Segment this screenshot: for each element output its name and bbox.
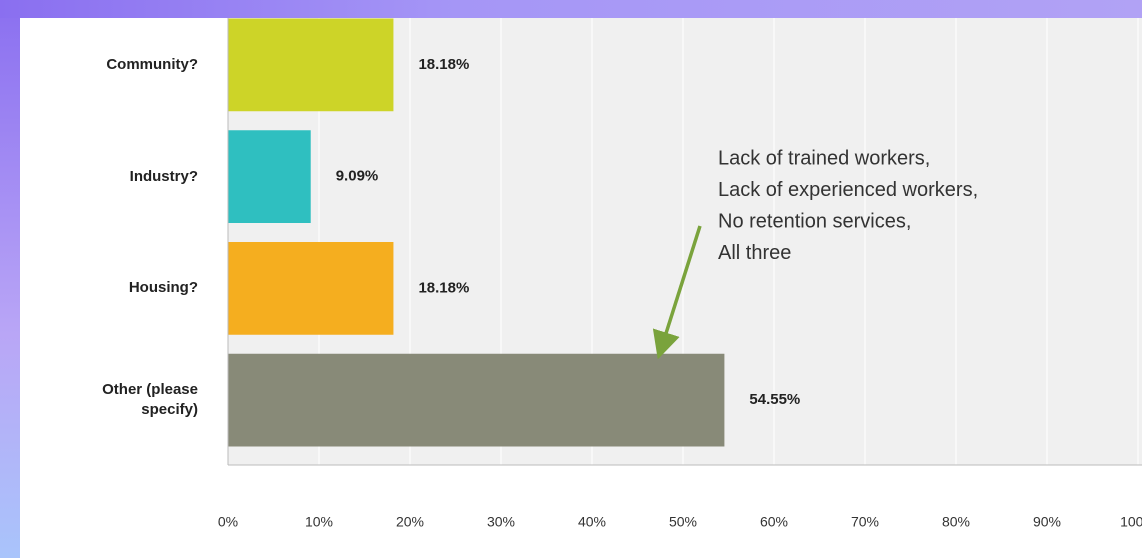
frame — [0, 0, 1142, 18]
x-tick-label: 80% — [942, 514, 970, 530]
x-tick-label: 70% — [851, 514, 879, 530]
annotation: Lack of experienced workers, — [718, 179, 978, 201]
value-label: 54.55% — [749, 391, 800, 408]
x-tick-label: 20% — [396, 514, 424, 530]
x-tick-label: 40% — [578, 514, 606, 530]
x-tick-label: 10% — [305, 514, 333, 530]
y-tick-label: Industry? — [129, 167, 198, 185]
y-tick-label: Other (please specify) — [102, 381, 198, 419]
x-tick-label: 50% — [669, 514, 697, 530]
x-tick-label: 0% — [218, 514, 238, 530]
annotation: Lack of trained workers, — [718, 147, 930, 169]
value-label: 18.18% — [418, 56, 469, 73]
bar — [228, 353, 725, 447]
annotation-arrow — [652, 225, 702, 360]
x-tick-label: 60% — [760, 514, 788, 530]
bar — [228, 242, 394, 335]
annotation: No retention services, — [718, 210, 911, 232]
frame — [0, 0, 20, 558]
x-tick-label: 90% — [1033, 514, 1061, 530]
bar — [228, 130, 311, 223]
value-label: 18.18% — [418, 279, 469, 296]
y-tick-label: Community? — [106, 55, 198, 73]
x-tick-label: 100% — [1120, 514, 1142, 530]
x-tick-label: 30% — [487, 514, 515, 530]
annotation: All three — [718, 242, 791, 264]
bar — [228, 18, 394, 112]
y-tick-label: Housing? — [128, 279, 198, 297]
value-label: 9.09% — [336, 168, 379, 185]
